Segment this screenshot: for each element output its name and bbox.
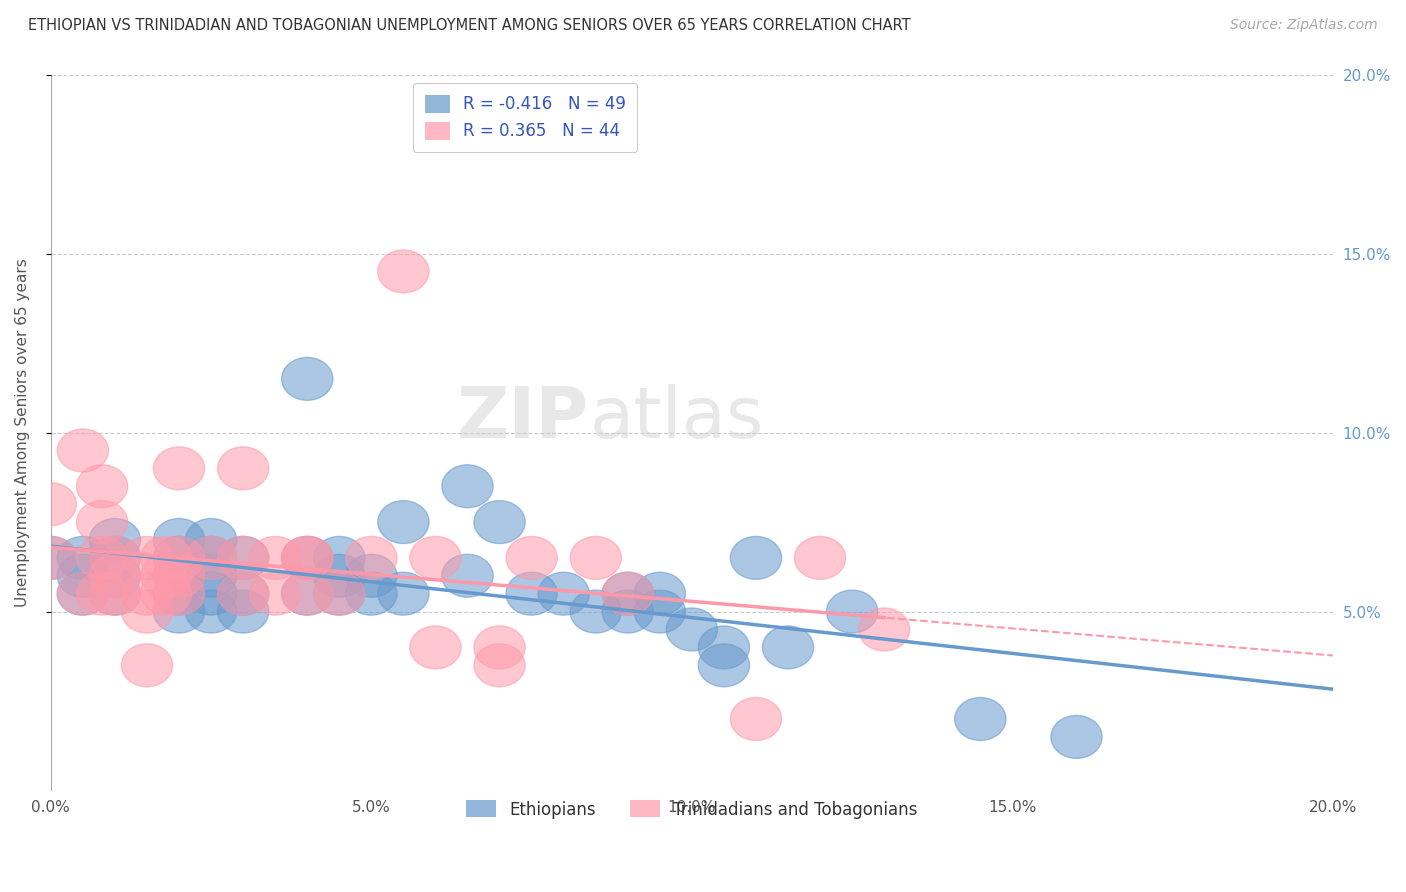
Ellipse shape (378, 572, 429, 615)
Ellipse shape (634, 572, 686, 615)
Ellipse shape (281, 536, 333, 580)
Ellipse shape (1050, 715, 1102, 758)
Ellipse shape (25, 536, 76, 580)
Ellipse shape (699, 626, 749, 669)
Ellipse shape (955, 698, 1005, 740)
Ellipse shape (76, 465, 128, 508)
Ellipse shape (25, 536, 76, 580)
Ellipse shape (90, 536, 141, 580)
Ellipse shape (58, 572, 108, 615)
Ellipse shape (730, 536, 782, 580)
Ellipse shape (249, 572, 301, 615)
Ellipse shape (76, 572, 128, 615)
Ellipse shape (90, 554, 141, 598)
Ellipse shape (314, 554, 366, 598)
Ellipse shape (121, 572, 173, 615)
Ellipse shape (409, 626, 461, 669)
Ellipse shape (186, 572, 236, 615)
Ellipse shape (346, 554, 396, 598)
Ellipse shape (569, 591, 621, 633)
Ellipse shape (281, 572, 333, 615)
Ellipse shape (699, 644, 749, 687)
Ellipse shape (153, 572, 205, 615)
Ellipse shape (218, 536, 269, 580)
Ellipse shape (378, 500, 429, 543)
Ellipse shape (153, 554, 205, 598)
Ellipse shape (58, 572, 108, 615)
Ellipse shape (141, 572, 191, 615)
Ellipse shape (58, 554, 108, 598)
Ellipse shape (218, 572, 269, 615)
Ellipse shape (186, 554, 236, 598)
Ellipse shape (474, 500, 526, 543)
Ellipse shape (153, 518, 205, 561)
Ellipse shape (409, 536, 461, 580)
Ellipse shape (474, 626, 526, 669)
Ellipse shape (153, 591, 205, 633)
Ellipse shape (141, 554, 191, 598)
Text: Source: ZipAtlas.com: Source: ZipAtlas.com (1230, 18, 1378, 32)
Ellipse shape (314, 536, 366, 580)
Ellipse shape (346, 536, 396, 580)
Ellipse shape (218, 572, 269, 615)
Ellipse shape (141, 536, 191, 580)
Ellipse shape (314, 572, 366, 615)
Ellipse shape (153, 536, 205, 580)
Ellipse shape (859, 608, 910, 651)
Ellipse shape (218, 447, 269, 490)
Ellipse shape (218, 536, 269, 580)
Ellipse shape (441, 465, 494, 508)
Ellipse shape (153, 447, 205, 490)
Ellipse shape (538, 572, 589, 615)
Ellipse shape (794, 536, 846, 580)
Ellipse shape (506, 536, 557, 580)
Text: ZIP: ZIP (457, 384, 589, 453)
Y-axis label: Unemployment Among Seniors over 65 years: Unemployment Among Seniors over 65 years (15, 258, 30, 607)
Ellipse shape (25, 483, 76, 525)
Ellipse shape (827, 591, 877, 633)
Ellipse shape (186, 536, 236, 580)
Ellipse shape (153, 536, 205, 580)
Ellipse shape (153, 572, 205, 615)
Ellipse shape (281, 536, 333, 580)
Ellipse shape (90, 572, 141, 615)
Ellipse shape (249, 536, 301, 580)
Ellipse shape (346, 572, 396, 615)
Ellipse shape (378, 250, 429, 293)
Ellipse shape (58, 536, 108, 580)
Text: ETHIOPIAN VS TRINIDADIAN AND TOBAGONIAN UNEMPLOYMENT AMONG SENIORS OVER 65 YEARS: ETHIOPIAN VS TRINIDADIAN AND TOBAGONIAN … (28, 18, 911, 33)
Ellipse shape (762, 626, 814, 669)
Ellipse shape (121, 536, 173, 580)
Ellipse shape (441, 554, 494, 598)
Ellipse shape (314, 572, 366, 615)
Ellipse shape (602, 591, 654, 633)
Ellipse shape (602, 572, 654, 615)
Ellipse shape (281, 536, 333, 580)
Ellipse shape (474, 644, 526, 687)
Ellipse shape (76, 536, 128, 580)
Ellipse shape (506, 572, 557, 615)
Ellipse shape (602, 572, 654, 615)
Ellipse shape (666, 608, 717, 651)
Ellipse shape (90, 536, 141, 580)
Ellipse shape (121, 644, 173, 687)
Ellipse shape (569, 536, 621, 580)
Ellipse shape (153, 554, 205, 598)
Ellipse shape (90, 572, 141, 615)
Ellipse shape (186, 536, 236, 580)
Ellipse shape (121, 591, 173, 633)
Ellipse shape (90, 518, 141, 561)
Ellipse shape (76, 500, 128, 543)
Legend: Ethiopians, Trinidadians and Tobagonians: Ethiopians, Trinidadians and Tobagonians (460, 794, 924, 825)
Ellipse shape (90, 554, 141, 598)
Text: atlas: atlas (589, 384, 763, 453)
Ellipse shape (634, 591, 686, 633)
Ellipse shape (58, 429, 108, 472)
Ellipse shape (281, 572, 333, 615)
Ellipse shape (218, 591, 269, 633)
Ellipse shape (186, 518, 236, 561)
Ellipse shape (281, 358, 333, 401)
Ellipse shape (186, 591, 236, 633)
Ellipse shape (730, 698, 782, 740)
